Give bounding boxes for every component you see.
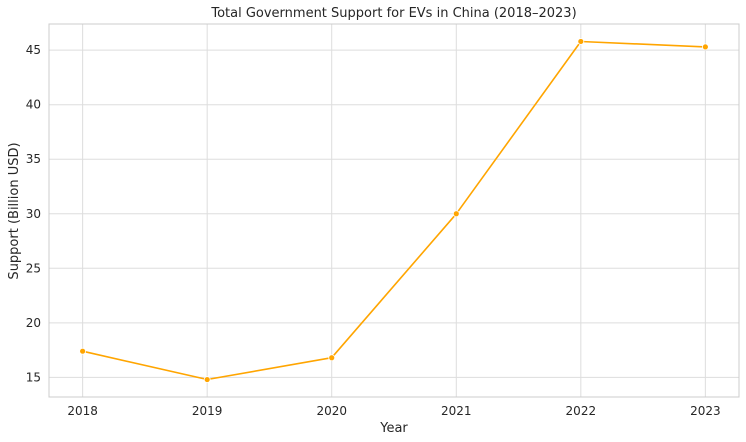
x-tick-label: 2022	[566, 404, 597, 418]
data-point-marker	[701, 43, 709, 51]
y-tick-label: 20	[26, 316, 41, 330]
data-point-marker	[452, 210, 460, 218]
chart-title: Total Government Support for EVs in Chin…	[210, 6, 576, 21]
data-point-marker	[328, 354, 336, 362]
y-tick-label: 40	[26, 98, 41, 112]
data-series	[79, 38, 709, 383]
x-axis-label: Year	[379, 421, 408, 436]
plot-frame	[48, 23, 740, 398]
y-tick-label: 25	[26, 261, 41, 275]
series-line	[82, 40, 706, 381]
grid-lines	[49, 24, 739, 397]
x-tick-label: 2018	[67, 404, 98, 418]
y-tick-label: 35	[26, 152, 41, 166]
x-tick-label: 2019	[192, 404, 223, 418]
x-tick-label: 2020	[316, 404, 347, 418]
x-tick-label: 2023	[690, 404, 721, 418]
data-point-marker	[79, 347, 87, 355]
data-point-marker	[203, 376, 211, 383]
data-point-marker	[577, 38, 585, 45]
y-axis-label: Support (Billion USD)	[7, 142, 22, 279]
y-tick-label: 15	[26, 370, 41, 384]
y-tick-label: 45	[26, 43, 41, 57]
y-tick-label: 30	[26, 207, 41, 221]
tick-labels: 2018 2019 2020 2021 2022 2023 15 20 25 30 35 40 45	[26, 43, 721, 418]
x-tick-label: 2021	[441, 404, 472, 418]
